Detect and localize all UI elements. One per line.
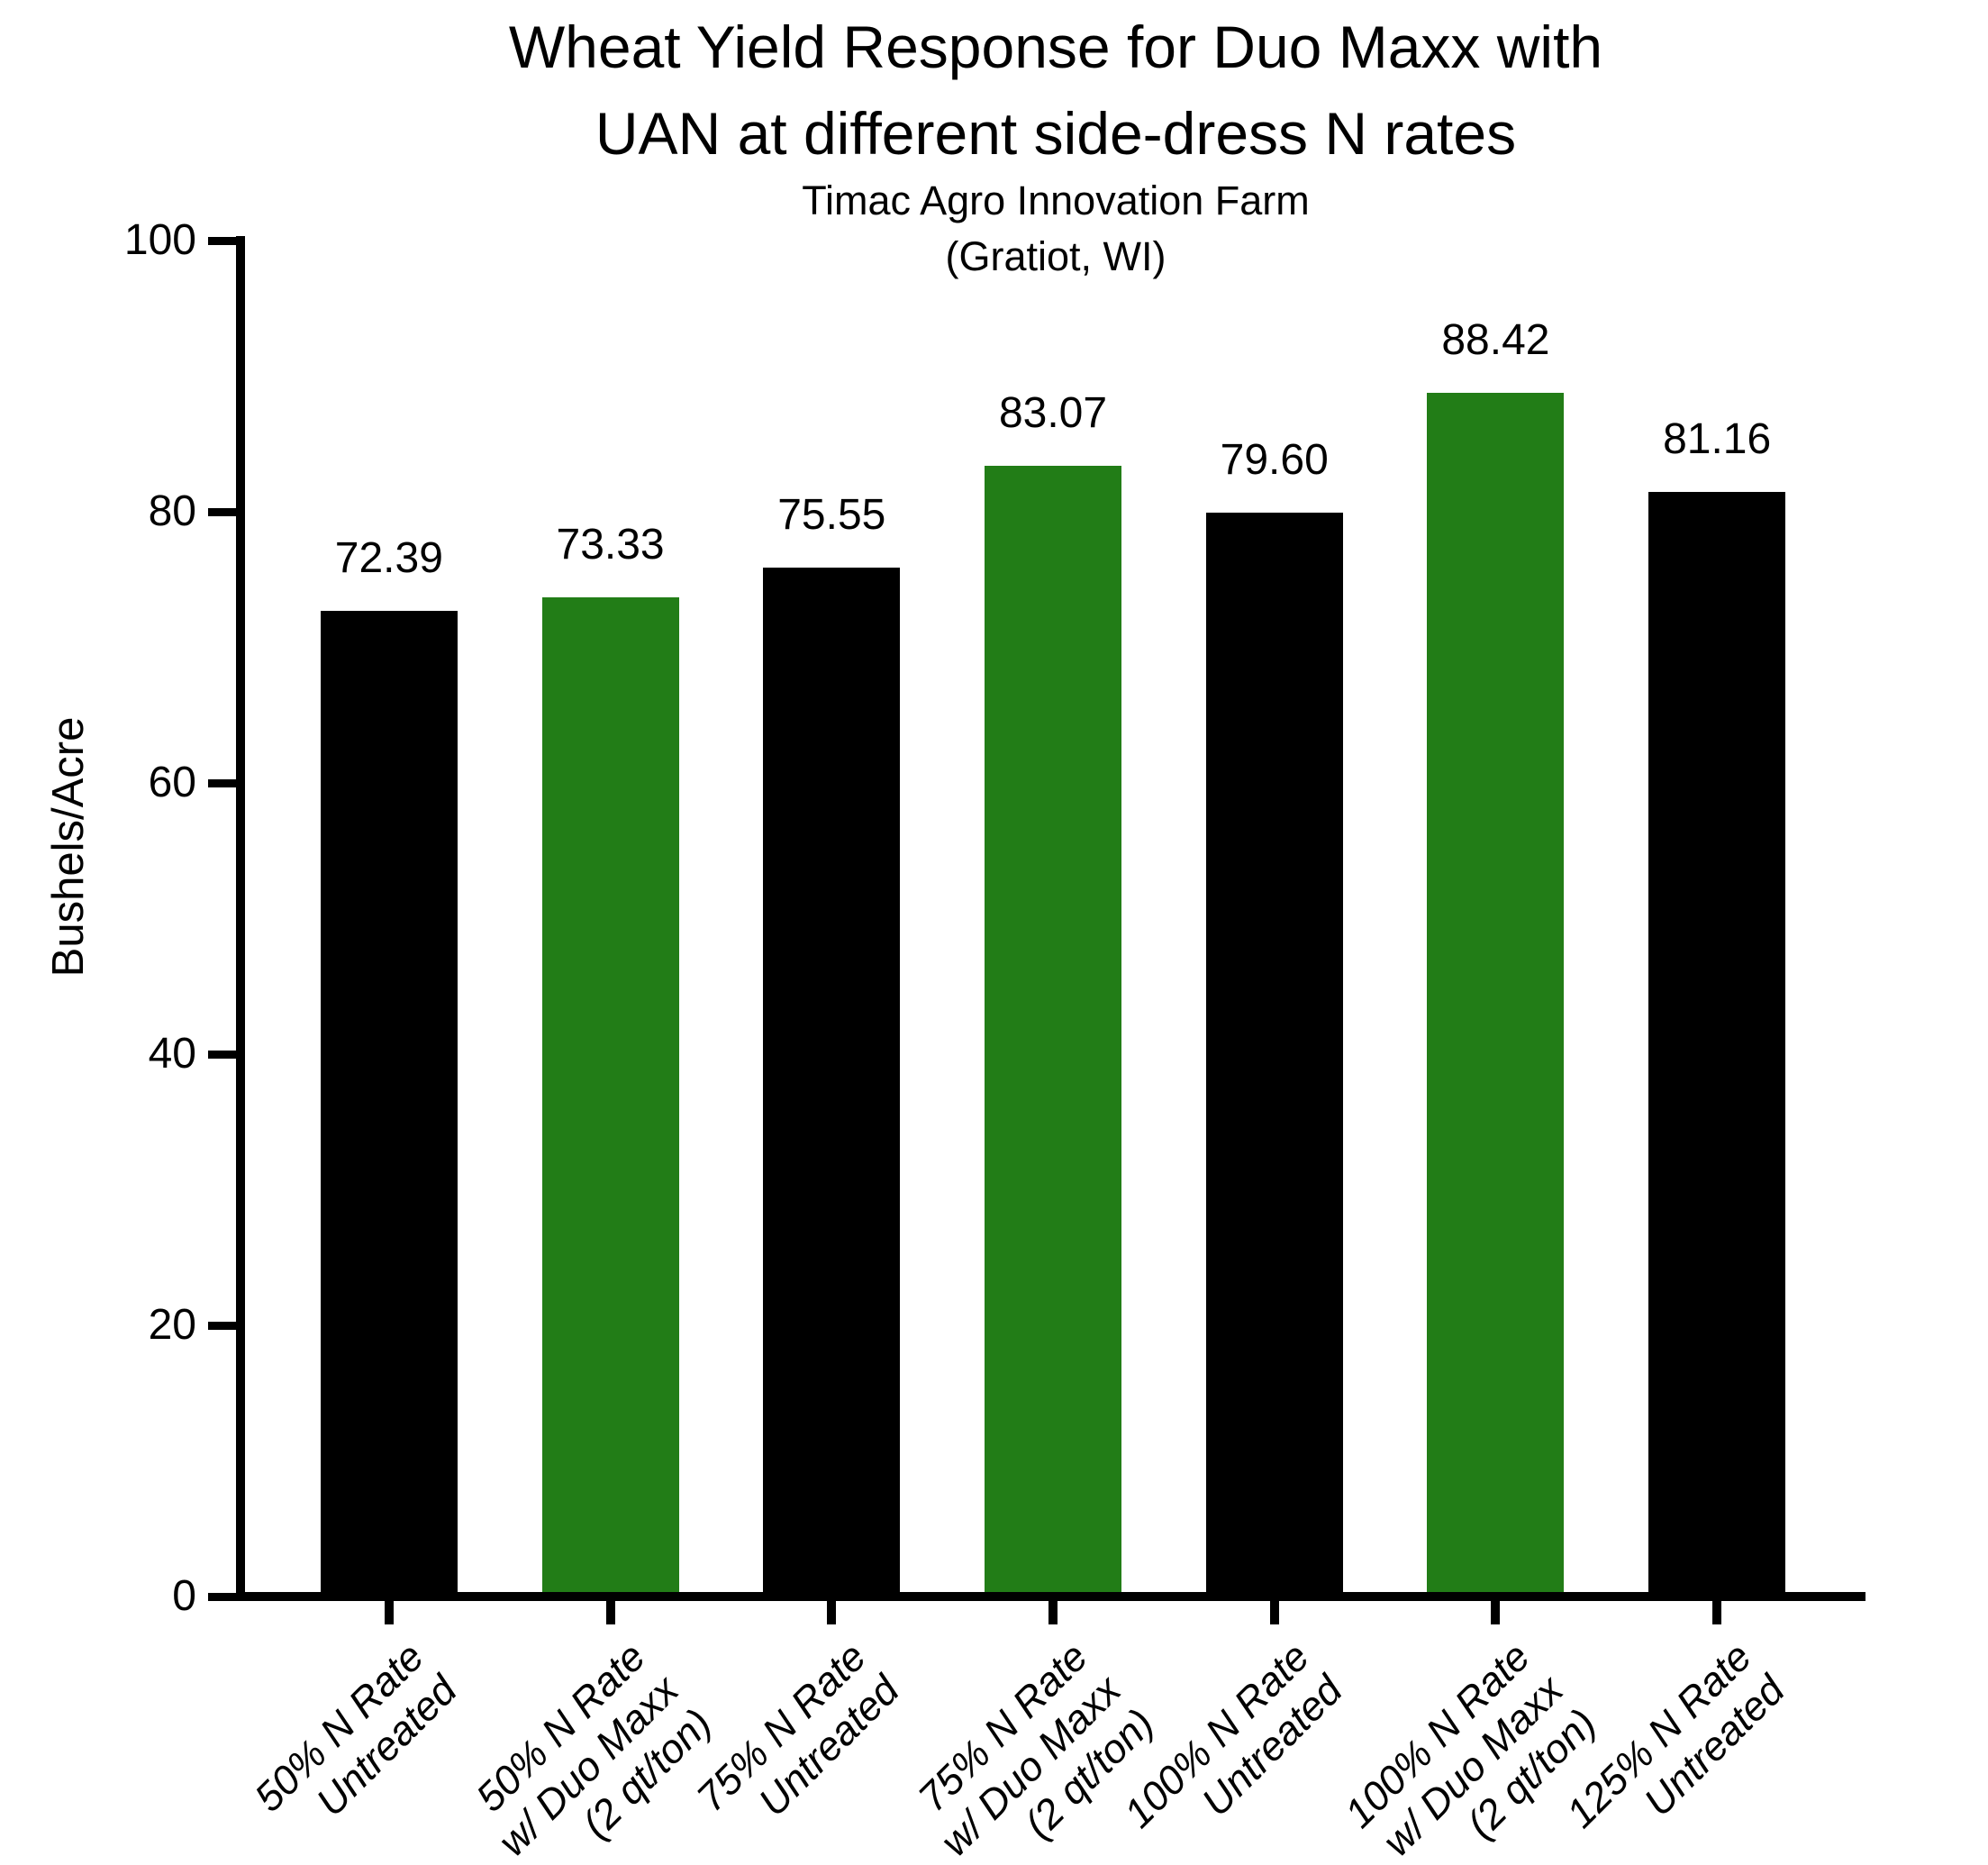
- y-tick: [208, 1592, 239, 1601]
- x-tick: [827, 1601, 837, 1624]
- y-tick-label: 40: [148, 1030, 196, 1078]
- chart-title: Wheat Yield Response for Duo Maxx with U…: [508, 14, 1603, 167]
- bar-value-label: 83.07: [998, 388, 1108, 437]
- x-tick: [605, 1601, 615, 1624]
- x-tick: [384, 1601, 394, 1624]
- bar: [1648, 491, 1786, 1592]
- x-tick: [1491, 1601, 1501, 1624]
- y-tick-label: 60: [148, 759, 196, 806]
- bar: [541, 597, 679, 1592]
- category-label: 50% N Rate Untreated: [245, 1633, 466, 1825]
- bar-value-label: 88.42: [1441, 316, 1550, 365]
- y-tick: [208, 1050, 239, 1059]
- y-tick: [208, 778, 239, 787]
- bar: [1205, 513, 1343, 1592]
- bar-value-label: 79.60: [1220, 436, 1329, 485]
- y-tick: [208, 507, 239, 516]
- bar: [1427, 393, 1565, 1592]
- bar: [320, 610, 458, 1592]
- bar-value-label: 72.39: [334, 533, 443, 582]
- y-axis-line: [236, 236, 245, 1601]
- y-tick: [208, 1321, 239, 1330]
- bar: [763, 567, 901, 1592]
- y-axis-title: Bushels/Acre: [44, 716, 93, 978]
- bar-value-label: 75.55: [777, 490, 886, 539]
- y-tick-label: 20: [148, 1301, 196, 1349]
- y-tick-label: 80: [148, 487, 196, 535]
- y-tick: [208, 236, 239, 245]
- y-tick-label: 0: [172, 1572, 196, 1620]
- x-tick: [1048, 1601, 1058, 1624]
- y-tick-label: 100: [123, 216, 196, 264]
- x-tick: [1712, 1601, 1722, 1624]
- x-axis-line: [236, 1592, 1865, 1601]
- chart-subtitle: Timac Agro Innovation Farm (Gratiot, WI): [802, 177, 1310, 279]
- bar-value-label: 81.16: [1663, 414, 1772, 463]
- x-tick: [1269, 1601, 1279, 1624]
- bar: [985, 465, 1121, 1592]
- bar-value-label: 73.33: [556, 521, 665, 569]
